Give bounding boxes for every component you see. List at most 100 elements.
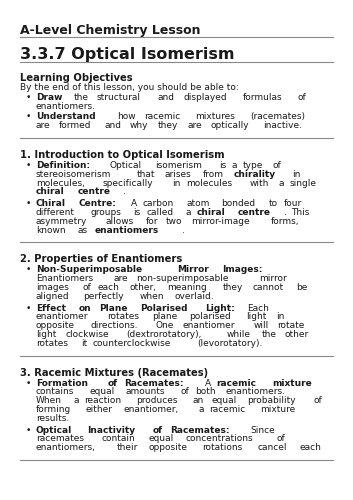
Text: chiral: chiral — [197, 208, 225, 217]
Text: •: • — [26, 304, 31, 312]
Text: two: two — [166, 217, 183, 226]
Text: each: each — [97, 283, 119, 292]
Text: a: a — [73, 396, 79, 405]
Text: the: the — [74, 93, 89, 102]
Text: formed: formed — [59, 121, 91, 130]
Text: other: other — [285, 330, 309, 339]
Text: of: of — [107, 378, 117, 388]
Text: Racemates:: Racemates: — [170, 426, 229, 434]
Text: (dextrorotatory),: (dextrorotatory), — [126, 330, 201, 339]
Text: forming: forming — [36, 405, 71, 414]
Text: 2. Properties of Enantiomers: 2. Properties of Enantiomers — [20, 254, 182, 264]
Text: a: a — [232, 161, 238, 170]
Text: in: in — [172, 178, 180, 188]
Text: 1. Introduction to Optical Isomerism: 1. Introduction to Optical Isomerism — [20, 150, 225, 160]
Text: amounts: amounts — [126, 388, 165, 396]
Text: reaction: reaction — [84, 396, 121, 405]
Text: atom: atom — [187, 199, 210, 208]
Text: enantiomer: enantiomer — [36, 312, 89, 322]
Text: racemic: racemic — [144, 112, 181, 122]
Text: Definition:: Definition: — [36, 161, 90, 170]
Text: racemic: racemic — [217, 378, 257, 388]
Text: Centre:: Centre: — [79, 199, 116, 208]
Text: asymmetry: asymmetry — [36, 217, 88, 226]
Text: chiral: chiral — [36, 188, 65, 196]
Text: •: • — [26, 266, 31, 274]
Text: enantiomers: enantiomers — [95, 226, 159, 234]
Text: how: how — [116, 112, 135, 122]
Text: of: of — [180, 388, 189, 396]
Text: centre: centre — [238, 208, 271, 217]
Text: Plane: Plane — [99, 304, 127, 312]
Text: of: of — [82, 283, 91, 292]
Text: By the end of this lesson, you should be able to:: By the end of this lesson, you should be… — [20, 83, 239, 92]
Text: groups: groups — [90, 208, 121, 217]
Text: displayed: displayed — [183, 93, 227, 102]
Text: Effect: Effect — [36, 304, 66, 312]
Text: the: the — [262, 330, 277, 339]
Text: mixture: mixture — [272, 378, 312, 388]
Text: A-Level Chemistry Lesson: A-Level Chemistry Lesson — [20, 24, 201, 37]
Text: mixture: mixture — [260, 405, 295, 414]
Text: 3.3.7 Optical Isomerism: 3.3.7 Optical Isomerism — [20, 47, 234, 62]
Text: .: . — [124, 188, 126, 196]
Text: other,: other, — [129, 283, 156, 292]
Text: aligned: aligned — [36, 292, 70, 301]
Text: for: for — [146, 217, 158, 226]
Text: opposite: opposite — [148, 443, 187, 452]
Text: different: different — [36, 208, 75, 217]
Text: their: their — [117, 443, 138, 452]
Text: mixtures: mixtures — [195, 112, 235, 122]
Text: counterclockwise: counterclockwise — [93, 339, 171, 348]
Text: directions.: directions. — [90, 321, 138, 330]
Text: as: as — [78, 226, 88, 234]
Text: •: • — [26, 426, 31, 434]
Text: inactive.: inactive. — [264, 121, 303, 130]
Text: Formation: Formation — [36, 378, 88, 388]
Text: a: a — [185, 208, 191, 217]
Text: contain: contain — [102, 434, 136, 444]
Text: .: . — [182, 226, 185, 234]
Text: formulas: formulas — [243, 93, 283, 102]
Text: Learning Objectives: Learning Objectives — [20, 73, 133, 83]
Text: Understand: Understand — [36, 112, 96, 122]
Text: allows: allows — [106, 217, 134, 226]
Text: Draw: Draw — [36, 93, 62, 102]
Text: A: A — [205, 378, 211, 388]
Text: enantiomers.: enantiomers. — [226, 388, 286, 396]
Text: either: either — [85, 405, 112, 414]
Text: of: of — [276, 434, 285, 444]
Text: is: is — [133, 208, 141, 217]
Text: called: called — [146, 208, 174, 217]
Text: type: type — [243, 161, 263, 170]
Text: non-superimposable: non-superimposable — [136, 274, 228, 283]
Text: while: while — [227, 330, 251, 339]
Text: enantiomers.: enantiomers. — [36, 102, 96, 110]
Text: mirror: mirror — [259, 274, 287, 283]
Text: meaning: meaning — [168, 283, 207, 292]
Text: contains: contains — [36, 388, 74, 396]
Text: isomerism: isomerism — [155, 161, 202, 170]
Text: probability: probability — [247, 396, 296, 405]
Text: are: are — [187, 121, 202, 130]
Text: is: is — [219, 161, 226, 170]
Text: when: when — [139, 292, 164, 301]
Text: enantiomer,: enantiomer, — [124, 405, 179, 414]
Text: A: A — [131, 199, 137, 208]
Text: rotate: rotate — [277, 321, 305, 330]
Text: cannot: cannot — [253, 283, 284, 292]
Text: •: • — [26, 161, 31, 170]
Text: they: they — [157, 121, 178, 130]
Text: of: of — [273, 161, 282, 170]
Text: both: both — [195, 388, 216, 396]
Text: of: of — [314, 396, 323, 405]
Text: rotates: rotates — [107, 312, 139, 322]
Text: Optical: Optical — [109, 161, 142, 170]
Text: •: • — [26, 112, 31, 122]
Text: it: it — [81, 339, 87, 348]
Text: •: • — [26, 378, 31, 388]
Text: enantiomer: enantiomer — [183, 321, 235, 330]
Text: each: each — [300, 443, 322, 452]
Text: Mirror: Mirror — [177, 266, 209, 274]
Text: in: in — [276, 312, 285, 322]
